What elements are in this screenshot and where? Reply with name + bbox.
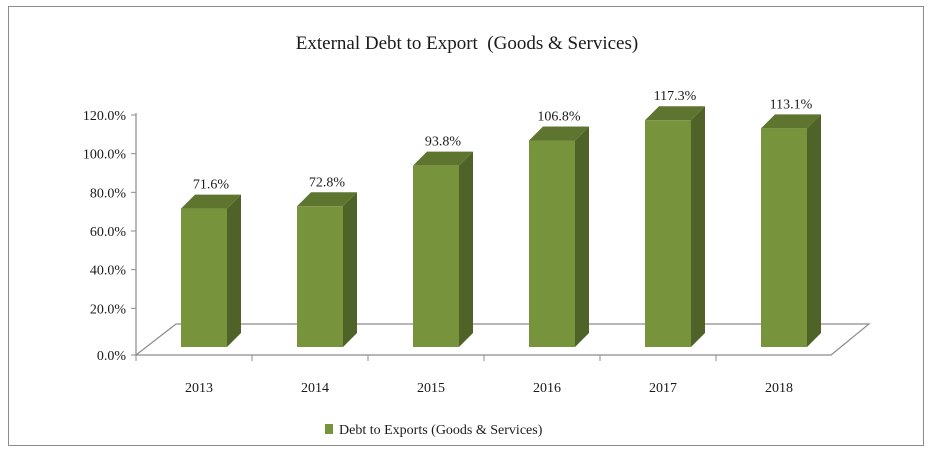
y-tick-label: 0.0%: [97, 349, 127, 364]
bar-2013: [181, 194, 241, 347]
chart-svg: External Debt to Export (Goods & Service…: [83, 33, 871, 438]
bar-front: [297, 206, 343, 347]
x-category-label: 2015: [417, 381, 445, 396]
bar-top: [645, 106, 705, 121]
y-tick-label: 20.0%: [90, 302, 127, 317]
bar-2018: [761, 114, 821, 347]
bars: [181, 106, 821, 348]
y-tick-label: 100.0%: [83, 148, 127, 163]
chart-floor: [134, 323, 871, 356]
bar-front: [645, 120, 691, 347]
x-category-label: 2014: [301, 381, 329, 396]
bar-side: [575, 126, 589, 348]
bar-top: [529, 126, 589, 141]
bar-side: [343, 192, 357, 347]
y-tick-label: 60.0%: [90, 225, 127, 240]
legend: Debt to Exports (Goods & Services): [325, 423, 543, 438]
bar-top: [413, 151, 473, 166]
bar-2014: [297, 192, 357, 347]
data-labels: 71.6% 72.8% 93.8% 106.8% 117.3% 113.1%: [193, 89, 813, 192]
data-label: 113.1%: [770, 97, 813, 112]
legend-swatch: [325, 424, 333, 434]
data-label: 71.6%: [193, 178, 230, 193]
x-category-label: 2018: [765, 381, 793, 396]
y-tick-label: 40.0%: [90, 264, 127, 279]
legend-label: Debt to Exports (Goods & Services): [339, 423, 543, 438]
bar-top: [761, 114, 821, 129]
chart-title: External Debt to Export (Goods & Service…: [296, 33, 638, 54]
bar-side: [691, 106, 705, 347]
data-label: 93.8%: [425, 135, 462, 150]
bar-2015: [413, 151, 473, 347]
bar-2016: [529, 126, 589, 348]
bar-top: [297, 192, 357, 207]
bar-2017: [645, 106, 705, 347]
y-axis: 0.0% 20.0% 40.0% 60.0% 80.0% 100.0% 120.0% 2013…: [83, 109, 793, 396]
bar-front: [181, 208, 227, 347]
floor-plane: [134, 323, 871, 356]
data-label: 117.3%: [654, 89, 697, 104]
bar-front: [413, 165, 459, 347]
y-tick-label: 120.0%: [83, 109, 127, 124]
data-label: 106.8%: [537, 110, 581, 125]
x-category-label: 2013: [185, 381, 213, 396]
data-label: 72.8%: [309, 175, 346, 190]
bar-top: [181, 194, 241, 209]
bar-side: [227, 194, 241, 347]
chart-frame: External Debt to Export (Goods & Service…: [8, 6, 924, 446]
bar-front: [529, 140, 575, 347]
y-tick-label: 80.0%: [90, 186, 127, 201]
bar-side: [807, 114, 821, 347]
x-category-label: 2017: [649, 381, 677, 396]
x-category-label: 2016: [533, 381, 561, 396]
bar-side: [459, 151, 473, 347]
bar-front: [761, 128, 807, 347]
